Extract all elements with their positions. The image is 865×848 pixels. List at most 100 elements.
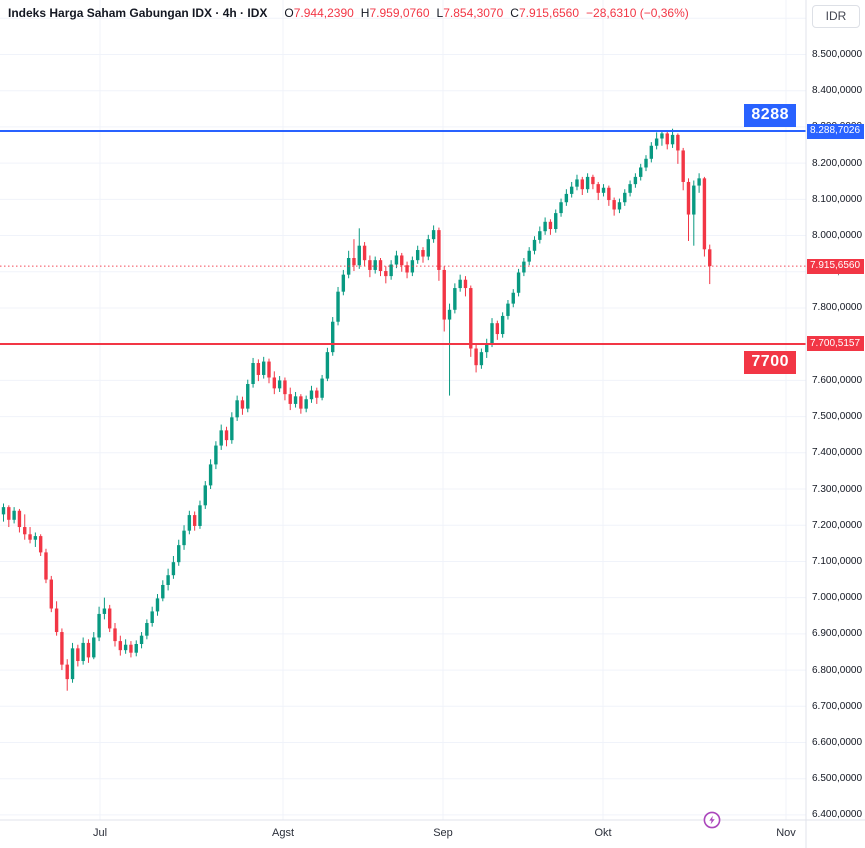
candle-down (463, 279, 468, 289)
candle-down (28, 534, 32, 540)
candle-up (585, 176, 590, 190)
candle-up (639, 167, 643, 177)
candle-up (92, 637, 96, 658)
candle-down (665, 133, 669, 145)
candle-up (490, 323, 494, 344)
candle-up (12, 510, 16, 520)
candle-up (692, 185, 696, 215)
candle-down (240, 400, 245, 409)
y-axis-label: 7.200,0000 (812, 519, 863, 531)
high-value: 7.959,0760 (369, 6, 430, 20)
candle-up (564, 193, 569, 203)
y-axis-label: 7.100,0000 (812, 555, 863, 567)
last-price-tag: 7.915,6560 (807, 258, 864, 274)
candle-up (458, 279, 462, 289)
close-label: C (510, 6, 519, 20)
candle-down (54, 608, 59, 633)
candle-up (277, 380, 282, 389)
candle-up (601, 187, 606, 193)
candle-up (309, 390, 314, 400)
candle-down (60, 632, 64, 665)
candle-up (506, 303, 510, 316)
candle-down (580, 179, 584, 190)
candle-up (70, 648, 75, 680)
x-axis-label: Sep (433, 827, 453, 839)
candle-down (192, 515, 197, 526)
candle-down (474, 348, 478, 366)
candle-up (219, 430, 223, 446)
y-axis-label: 8.200,0000 (812, 157, 863, 169)
candle-down (65, 664, 69, 680)
candle-up (341, 274, 346, 292)
candle-down (113, 628, 117, 642)
candle-up (628, 184, 632, 193)
candle-down (596, 184, 600, 193)
blue-line-price-tag: 8.288,7026 (807, 123, 864, 139)
lightning-event-icon[interactable] (702, 810, 722, 830)
red-line-price-tag: 7.700,5157 (807, 336, 864, 352)
candle-up (431, 230, 436, 240)
candle-down (362, 245, 367, 261)
high-label: H (360, 6, 370, 20)
candle-up (123, 644, 128, 651)
change-value: −28,6310 (−0,36%) (586, 6, 689, 20)
candle-down (224, 430, 229, 441)
time-axis[interactable]: Jul Agst Sep Okt Nov (0, 820, 865, 848)
y-axis-label: 8.500,0000 (812, 49, 863, 60)
candle-up (479, 352, 484, 366)
candle-up (415, 250, 420, 261)
candle-up (331, 321, 335, 353)
candle-down (283, 380, 287, 395)
candle-down (256, 363, 261, 375)
candle-up (187, 515, 192, 531)
y-axis-label: 7.600,0000 (812, 374, 863, 386)
chart-legend[interactable]: Indeks Harga Saham Gabungan IDX · 4h · I… (8, 6, 689, 20)
resistance-level-badge[interactable]: 8288 (744, 104, 796, 127)
candle-down (23, 527, 27, 535)
candle-up (543, 221, 547, 232)
candle-up (261, 361, 266, 375)
candle-up (654, 138, 659, 146)
candle-down (288, 394, 292, 404)
candle-up (532, 239, 537, 251)
candle-up (246, 384, 250, 409)
candle-up (139, 635, 144, 644)
price-axis[interactable]: 8.288,7026 7.700,5157 7.915,6560 6.400,0… (806, 0, 865, 820)
x-axis-label: Jul (92, 827, 108, 839)
candle-up (511, 292, 515, 304)
candle-up (697, 178, 701, 186)
candle-down (676, 134, 680, 151)
candle-down (108, 608, 112, 629)
y-axis-label: 6.900,0000 (812, 628, 863, 640)
candle-down (384, 271, 388, 277)
candle-down (442, 269, 446, 320)
candle-up (161, 584, 165, 599)
support-level-badge[interactable]: 7700 (744, 350, 796, 374)
candle-down (368, 260, 372, 270)
candle-down (591, 176, 595, 185)
y-axis-label: 8.100,0000 (812, 193, 863, 205)
open-label: O (284, 6, 294, 20)
candle-down (7, 507, 11, 520)
candle-up (389, 264, 393, 277)
y-axis-label: 6.500,0000 (812, 773, 863, 785)
candle-up (660, 133, 664, 139)
candle-up (538, 231, 542, 240)
candle-down (437, 230, 441, 270)
candle-up (575, 179, 579, 187)
symbol-title[interactable]: Indeks Harga Saham Gabungan IDX · 4h · I… (8, 6, 268, 20)
candle-up (293, 396, 298, 404)
candle-down (400, 255, 404, 266)
candle-up (214, 445, 218, 465)
candle-up (357, 245, 361, 266)
currency-toggle-button[interactable]: IDR (812, 5, 860, 28)
candle-up (336, 291, 340, 322)
candle-up (134, 643, 138, 653)
candle-up (527, 250, 531, 262)
candle-up (102, 608, 107, 614)
candle-down (686, 181, 691, 215)
candle-down (267, 361, 271, 378)
candle-up (485, 343, 489, 353)
candle-down (405, 265, 409, 273)
